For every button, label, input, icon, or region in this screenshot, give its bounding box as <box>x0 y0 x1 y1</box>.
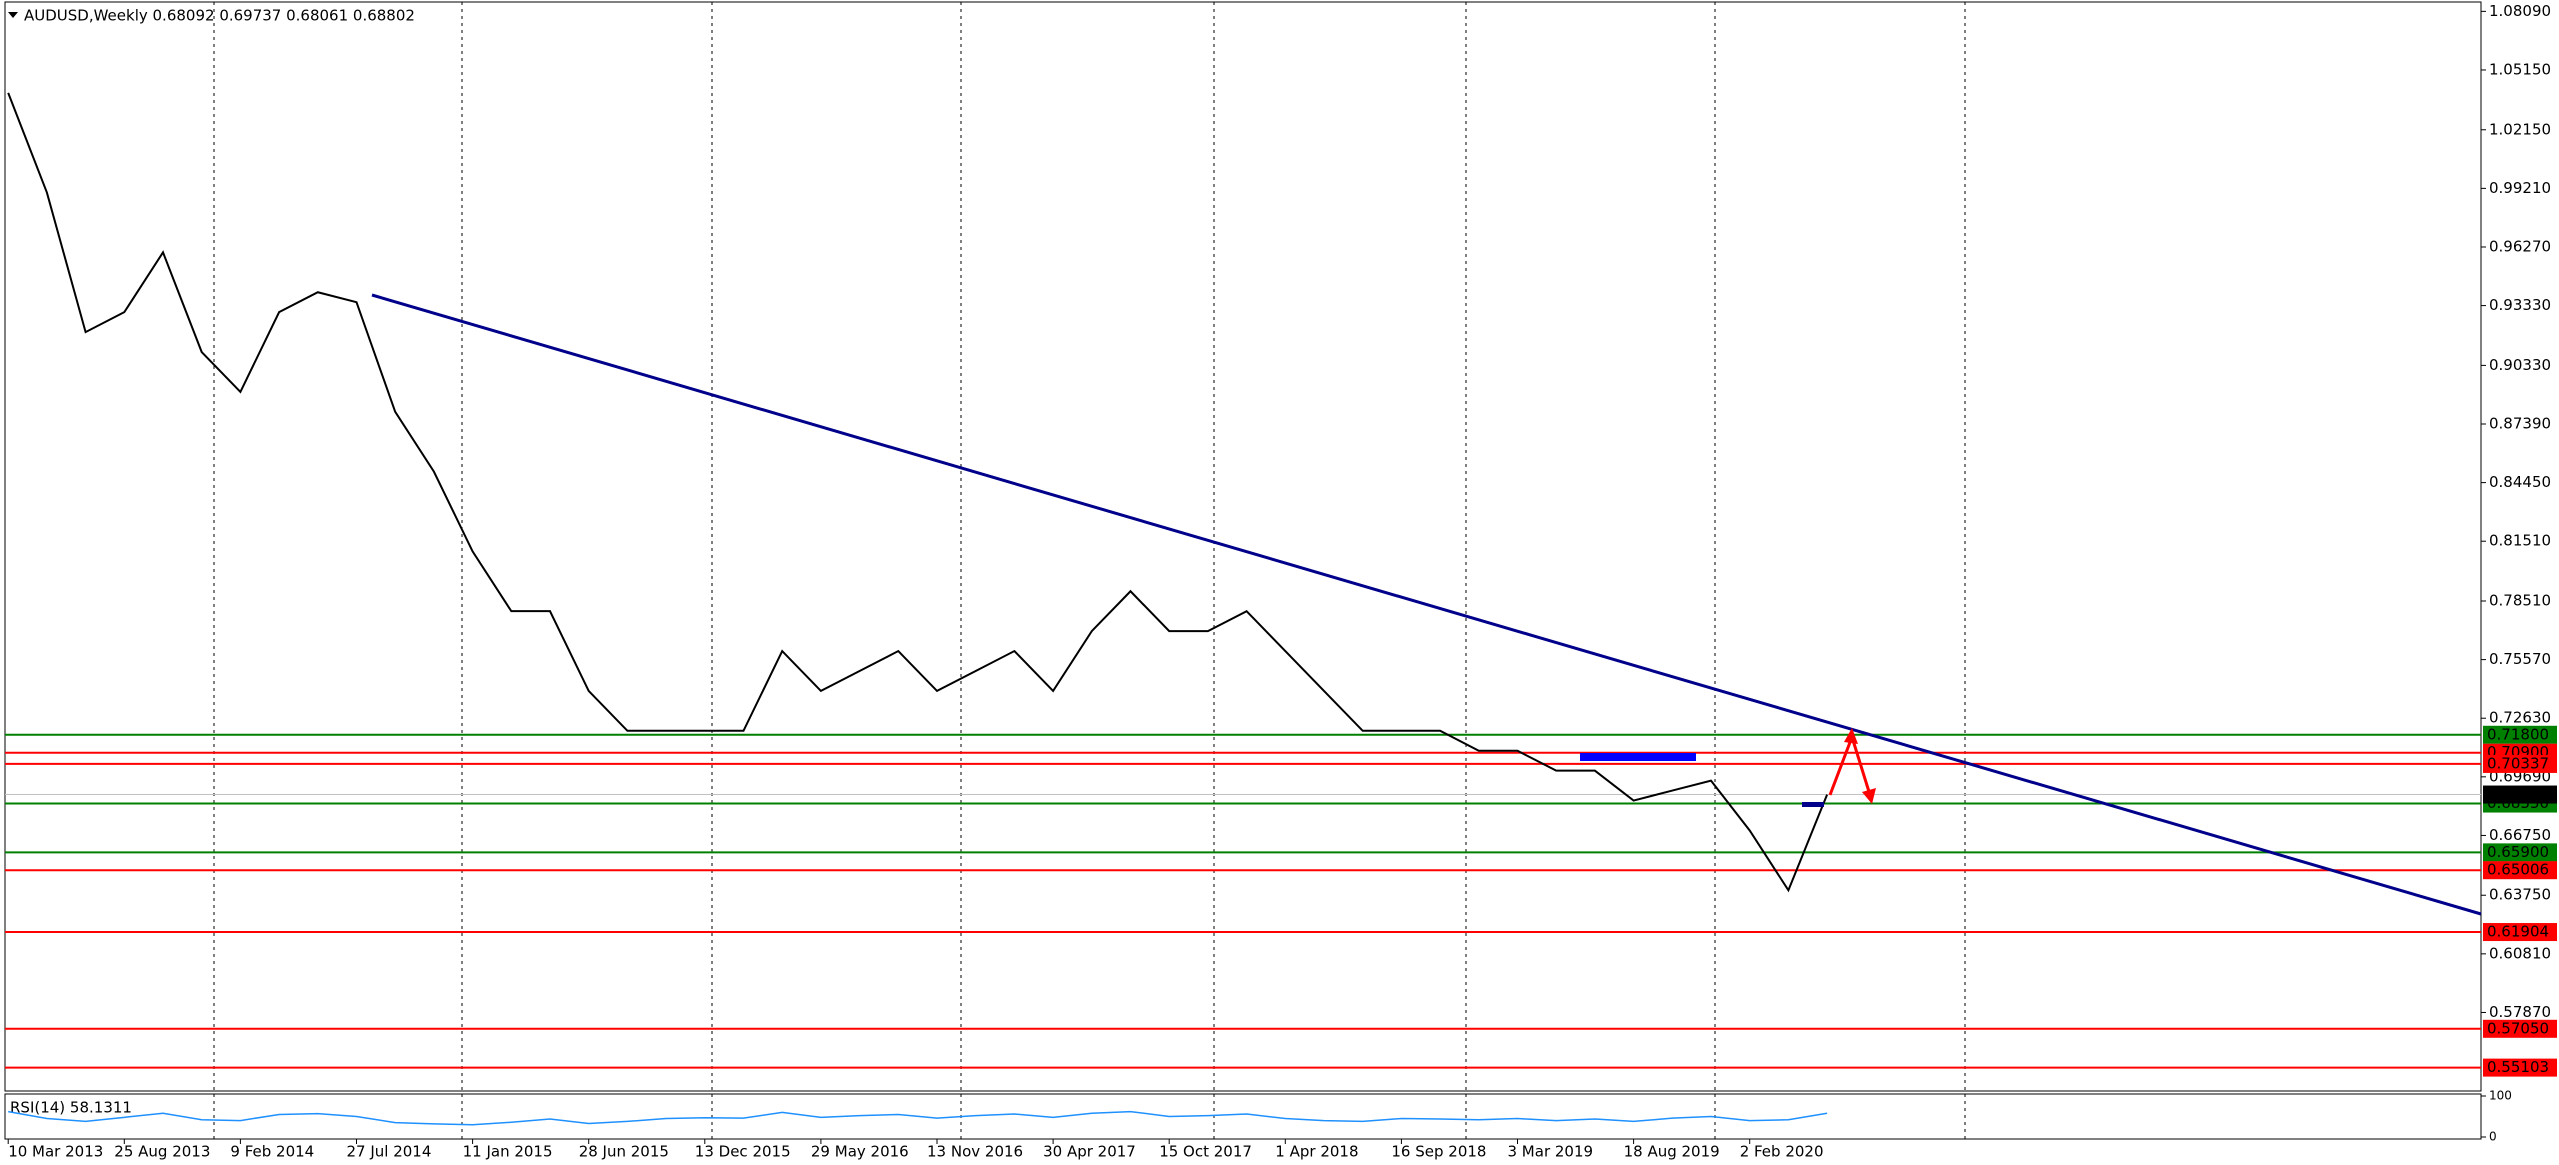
level-label: 0.65900 <box>2487 843 2549 861</box>
y-tick-label: 0.84450 <box>2489 473 2551 491</box>
y-tick-label: 0.72630 <box>2489 709 2551 727</box>
chart-title: AUDUSD,Weekly 0.68092 0.69737 0.68061 0.… <box>24 7 415 25</box>
x-tick-label: 10 Mar 2013 <box>8 1143 103 1161</box>
price-label-bg <box>2483 785 2557 804</box>
x-tick-label: 16 Sep 2018 <box>1391 1143 1486 1161</box>
level-label-bg <box>2483 843 2557 862</box>
x-tick-label: 9 Feb 2014 <box>230 1143 314 1161</box>
x-tick-label: 15 Oct 2017 <box>1159 1143 1252 1161</box>
level-label-bg <box>2483 754 2557 773</box>
period-separators <box>213 2 1966 1139</box>
level-label: 0.57050 <box>2487 1019 2549 1037</box>
rsi-title: RSI(14) 58.1311 <box>10 1099 132 1117</box>
y-tick-label: 0.78510 <box>2489 592 2551 610</box>
y-tick-label: 0.96270 <box>2489 237 2551 255</box>
level-label: 0.61904 <box>2487 923 2549 941</box>
y-tick-label: 1.02150 <box>2489 120 2551 138</box>
menu-icon <box>8 12 18 18</box>
x-tick-label: 3 Mar 2019 <box>1508 1143 1594 1161</box>
x-tick-label: 30 Apr 2017 <box>1043 1143 1136 1161</box>
x-tick-label: 25 Aug 2013 <box>114 1143 210 1161</box>
x-tick-label: 18 Aug 2019 <box>1624 1143 1720 1161</box>
x-tick-label: 13 Dec 2015 <box>695 1143 791 1161</box>
y-tick-label: 0.93330 <box>2489 296 2551 314</box>
zone-rect <box>1580 753 1696 761</box>
level-label: 0.71800 <box>2487 725 2549 743</box>
price-label: 0.68802 <box>2487 785 2549 803</box>
level-label: 0.70337 <box>2487 754 2549 772</box>
level-label: 0.55103 <box>2487 1058 2549 1076</box>
y-tick-label: 0.75570 <box>2489 650 2551 668</box>
x-tick-label: 11 Jan 2015 <box>463 1143 553 1161</box>
y-tick-label: 0.87390 <box>2489 414 2551 432</box>
level-label-bg <box>2483 923 2557 942</box>
y-tick-label: 0.57870 <box>2489 1003 2551 1021</box>
price-line <box>7 92 1829 893</box>
y-tick-label: 0.63750 <box>2489 886 2551 904</box>
level-label-bg <box>2483 725 2557 744</box>
x-tick-label: 27 Jul 2014 <box>347 1143 432 1161</box>
rsi-line <box>8 1110 1828 1126</box>
x-tick-label: 13 Nov 2016 <box>927 1143 1023 1161</box>
levels <box>5 733 2481 1069</box>
level-label: 0.65006 <box>2487 861 2549 879</box>
y-tick-label: 0.60810 <box>2489 944 2551 962</box>
level-label-bg <box>2483 1058 2557 1077</box>
rsi-tick-label: 0 <box>2489 1130 2497 1144</box>
y-tick-label: 1.05150 <box>2489 60 2551 78</box>
x-tick-label: 29 May 2016 <box>811 1143 909 1161</box>
y-tick-label: 0.81510 <box>2489 532 2551 550</box>
y-tick-label: 0.90330 <box>2489 356 2551 374</box>
trendline <box>371 293 2482 916</box>
x-tick-label: 1 Apr 2018 <box>1275 1143 1358 1161</box>
zone-rect <box>1802 802 1824 807</box>
level-label-bg <box>2483 861 2557 880</box>
rsi-tick-label: 100 <box>2489 1089 2512 1103</box>
series <box>7 92 1829 893</box>
arrow-head <box>1844 728 1858 744</box>
y-tick-label: 0.99210 <box>2489 179 2551 197</box>
level-label-bg <box>2483 1019 2557 1038</box>
rsi-frame <box>4 1093 2482 1140</box>
x-tick-label: 28 Jun 2015 <box>579 1143 669 1161</box>
arrow-head <box>1862 788 1876 804</box>
plot-frame <box>4 1 2482 1092</box>
x-tick-label: 2 Feb 2020 <box>1740 1143 1824 1161</box>
y-tick-label: 0.66750 <box>2489 826 2551 844</box>
y-tick-label: 1.08090 <box>2489 2 2551 20</box>
